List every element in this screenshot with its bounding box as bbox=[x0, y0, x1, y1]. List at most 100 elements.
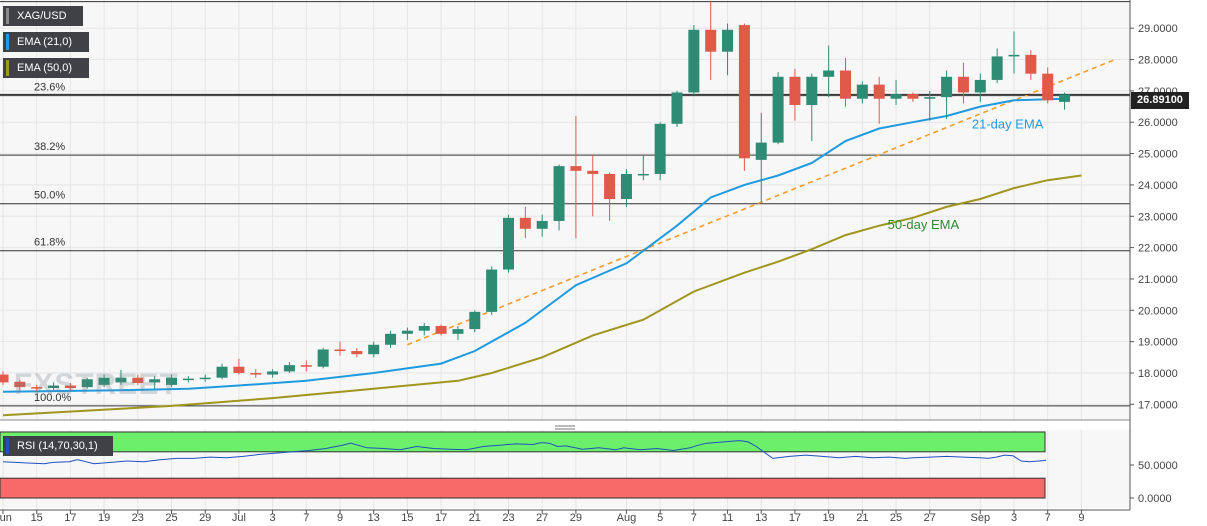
candle-body bbox=[620, 173, 632, 200]
fib-level-label: 100.0% bbox=[34, 392, 72, 404]
x-tick-label: Jun bbox=[0, 512, 12, 524]
x-tick-label: 5 bbox=[657, 512, 663, 524]
candle-body bbox=[0, 374, 9, 383]
rsi-line bbox=[2, 440, 1047, 465]
candle-body bbox=[469, 311, 481, 330]
y-tick-label: 20.0000 bbox=[1138, 305, 1178, 317]
candle-body bbox=[890, 94, 902, 99]
x-tick-label: 17 bbox=[789, 512, 801, 524]
x-tick-label: 27 bbox=[924, 512, 936, 524]
fib-level-label: 38.2% bbox=[34, 141, 65, 153]
rsi-overbought-band bbox=[0, 431, 1046, 453]
y-tick-label: 25.0000 bbox=[1138, 149, 1178, 161]
x-tick-label: Jul bbox=[232, 512, 246, 524]
x-tick-label: 29 bbox=[199, 512, 211, 524]
candle-body bbox=[267, 371, 279, 375]
panel-resize-handle[interactable] bbox=[555, 425, 575, 430]
candle-body bbox=[907, 94, 919, 99]
rsi-y-tick-label: 0.0000 bbox=[1138, 493, 1172, 505]
ema50-line bbox=[2, 174, 1082, 417]
x-tick-label: 19 bbox=[823, 512, 835, 524]
candle-body bbox=[317, 349, 329, 367]
y-tick-label: 22.0000 bbox=[1138, 243, 1178, 255]
x-tick-label: Sep bbox=[971, 512, 991, 524]
rsi-oversold-band bbox=[0, 477, 1046, 499]
x-tick-label: 9 bbox=[1078, 512, 1084, 524]
candle-body bbox=[705, 29, 717, 52]
candle-body bbox=[64, 385, 76, 389]
current-price-tag: 26.89100 bbox=[1131, 92, 1189, 109]
candle-body bbox=[199, 377, 211, 380]
x-tick-label: 7 bbox=[303, 512, 309, 524]
candle-body bbox=[957, 76, 969, 93]
x-tick-label: 23 bbox=[502, 512, 514, 524]
candle-body bbox=[519, 217, 531, 229]
candle-body bbox=[98, 377, 110, 385]
y-tick-label: 17.0000 bbox=[1138, 399, 1178, 411]
candle-body bbox=[166, 377, 177, 385]
fib-level-label: 23.6% bbox=[34, 82, 65, 94]
candle-body bbox=[351, 351, 363, 355]
ema21-line bbox=[2, 97, 1065, 393]
candle-body bbox=[856, 84, 868, 99]
legend-ema50[interactable]: EMA (50,0) bbox=[3, 58, 89, 78]
y-tick-label: 18.0000 bbox=[1138, 368, 1178, 380]
legend-rsi-label: RSI (14,70,30,1) bbox=[17, 440, 98, 452]
candle-body bbox=[149, 379, 161, 383]
candle-body bbox=[233, 366, 245, 373]
y-tick-label: 23.0000 bbox=[1138, 211, 1178, 223]
candle-body bbox=[385, 333, 397, 345]
candle-body bbox=[671, 92, 683, 124]
fib-level-label: 61.8% bbox=[34, 237, 65, 249]
legend-ema21[interactable]: EMA (21,0) bbox=[3, 32, 89, 52]
candle-body bbox=[654, 123, 666, 174]
candle-body bbox=[1008, 54, 1020, 57]
x-tick-label: 3 bbox=[270, 512, 276, 524]
candle-body bbox=[772, 76, 784, 143]
candle-body bbox=[755, 142, 767, 160]
candle-body bbox=[806, 76, 818, 105]
y-axis: 29.000028.000027.000026.000025.000024.00… bbox=[1130, 23, 1178, 505]
candle-body bbox=[823, 70, 835, 77]
candle-body bbox=[486, 269, 498, 312]
candle-body bbox=[1025, 54, 1037, 74]
candle-body bbox=[570, 166, 582, 171]
candle-body bbox=[873, 84, 885, 99]
x-tick-label: 13 bbox=[368, 512, 380, 524]
candle-body bbox=[14, 381, 26, 388]
x-tick-label: 19 bbox=[98, 512, 110, 524]
ema-annotation: 50-day EMA bbox=[888, 217, 960, 232]
candle-body bbox=[115, 377, 127, 383]
y-tick-label: 21.0000 bbox=[1138, 274, 1178, 286]
candle-body bbox=[334, 349, 346, 352]
x-axis: Jun 15 17 19 23 25 29 Jul 3 7 9 13 15 17 21 23 27 29 Aug 5 7… bbox=[0, 510, 1084, 524]
x-tick-label: 13 bbox=[755, 512, 767, 524]
legend-rsi[interactable]: RSI (14,70,30,1) bbox=[3, 436, 113, 456]
candle-body bbox=[250, 372, 262, 375]
candle-body bbox=[452, 329, 464, 334]
candle-body bbox=[789, 76, 801, 105]
y-tick-label: 19.0000 bbox=[1138, 337, 1178, 349]
watermark-logo: FXSTREET bbox=[14, 368, 179, 401]
x-tick-label: 29 bbox=[570, 512, 582, 524]
candle-body bbox=[401, 330, 413, 334]
legend-symbol[interactable]: XAG/USD bbox=[3, 6, 83, 26]
x-tick-label: 17 bbox=[435, 512, 447, 524]
x-tick-label: 11 bbox=[722, 512, 733, 524]
rsi-y-tick-label: 50.0000 bbox=[1138, 460, 1178, 472]
candle-body bbox=[840, 70, 851, 99]
x-tick-label: 23 bbox=[132, 512, 144, 524]
candle-body bbox=[435, 325, 447, 334]
x-tick-label: 9 bbox=[337, 512, 343, 524]
candle-body bbox=[300, 365, 312, 367]
candle-body bbox=[974, 79, 986, 93]
candle-body bbox=[132, 377, 144, 384]
fib-level-label: 50.0% bbox=[34, 190, 65, 202]
candle-body bbox=[1042, 73, 1054, 101]
candle-body bbox=[418, 325, 430, 331]
rsi-swatch-icon bbox=[6, 438, 9, 454]
ema-annotation: 21-day EMA bbox=[972, 117, 1044, 132]
y-tick-label: 26.0000 bbox=[1138, 117, 1178, 129]
y-tick-label: 24.0000 bbox=[1138, 180, 1178, 192]
